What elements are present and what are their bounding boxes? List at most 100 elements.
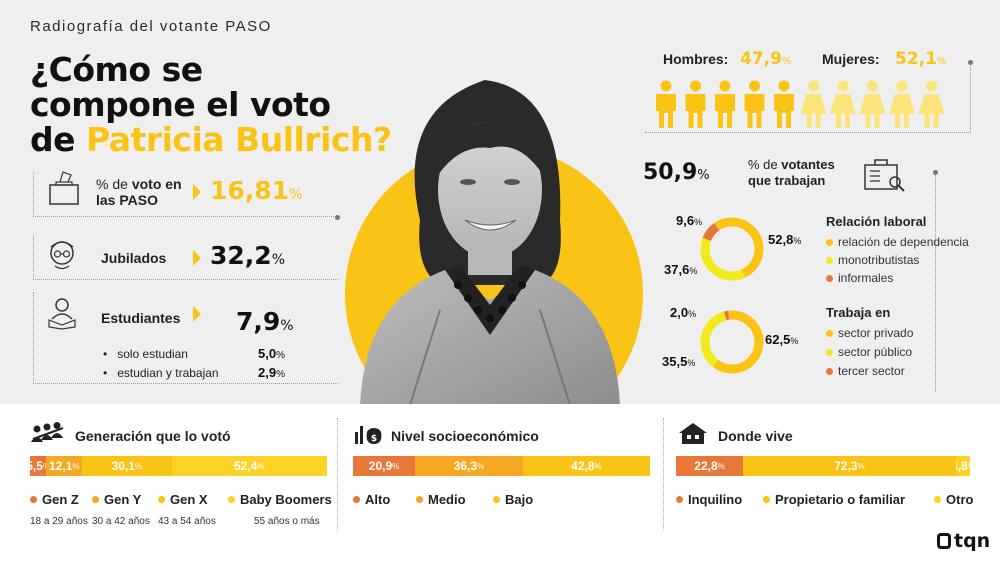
legend-dot	[158, 496, 165, 503]
man-figure-icon	[685, 80, 706, 128]
estudiantes-bracket	[33, 292, 338, 384]
legend-sublabel: 18 a 29 años	[30, 516, 88, 527]
donut1-label-privado: 62,5%	[765, 332, 799, 347]
paso-value: 16,81%	[210, 176, 303, 205]
donut0-label-monotributistas: 37,6%	[664, 262, 698, 277]
title-line-3: de Patricia Bullrich?	[30, 122, 392, 157]
woman-figure-icon	[800, 80, 827, 128]
percent-sign: %	[477, 461, 485, 471]
man-figure-icon	[656, 80, 676, 128]
bar-segment: 20,9%	[353, 456, 416, 476]
sub-solo-estudian-value: 5,0%	[258, 346, 285, 361]
legend-dot	[493, 496, 500, 503]
bar-segment: 5,5%	[30, 456, 47, 476]
candidate-portrait	[360, 80, 620, 405]
divider	[337, 418, 338, 530]
legend-sublabel: 43 a 54 años	[158, 516, 216, 527]
legend-item: Otro	[934, 492, 973, 507]
legend-label: Gen Z	[42, 492, 79, 507]
percent-sign: %	[392, 461, 400, 471]
bar-segment-value: 5,5	[30, 459, 43, 473]
man-figure-icon	[774, 80, 794, 128]
nivel-title: Nivel socioeconómico	[391, 428, 539, 444]
sub-estudian-trabajan-value: 2,9%	[258, 365, 285, 380]
bar-segment: 4,8%	[955, 456, 970, 476]
legend-dot	[826, 367, 833, 375]
legend-dot	[30, 496, 37, 503]
legend-label: Medio	[428, 492, 466, 507]
legend-item: Propietario o familiar	[763, 492, 905, 507]
legend-dot	[826, 348, 833, 356]
legend-privado: sector privado	[826, 326, 913, 340]
donut0-label-dependencia: 52,8%	[768, 232, 802, 247]
legend-label: Baby Boomers	[240, 492, 332, 507]
legend-dot	[826, 274, 833, 282]
legend-dot	[934, 496, 941, 503]
legend-item: Alto	[353, 492, 390, 507]
svg-text:$: $	[371, 434, 377, 444]
divider	[663, 418, 664, 530]
work-label: % de votantes que trabajan	[748, 157, 835, 188]
legend-dot	[826, 329, 833, 337]
legend-publico: sector público	[826, 345, 912, 359]
sub-solo-estudian: • solo estudian	[103, 347, 188, 361]
woman-figure-icon	[918, 80, 945, 128]
bar-segment: 30,1%	[82, 456, 172, 476]
page-title: ¿Cómo se compone el voto de Patricia Bul…	[30, 52, 392, 157]
work-value: 50,9%	[643, 160, 710, 185]
men-label: Hombres:	[663, 51, 729, 67]
woman-figure-icon	[889, 80, 915, 128]
legend-dot	[92, 496, 99, 503]
legend-label: Alto	[365, 492, 391, 507]
gender-pictogram	[656, 80, 945, 128]
gender-bracket	[645, 62, 971, 133]
bar-segment-value: 42,8	[571, 459, 595, 473]
percent-sign: %	[717, 461, 725, 471]
bar-segment-value: 36,3	[453, 459, 478, 473]
jubilados-arrow	[193, 250, 201, 266]
legend-label: Gen X	[170, 492, 208, 507]
group-people-icon	[31, 422, 64, 442]
legend-label: Gen Y	[104, 492, 142, 507]
paso-bracket	[33, 172, 338, 217]
donut-slice	[700, 237, 746, 281]
money-bag-icon: $	[355, 426, 382, 444]
generacion-bar: 5,5%12,1%30,1%52,4%	[30, 456, 327, 476]
legend-monotributistas: monotributistas	[826, 253, 919, 267]
legend-item: Gen X	[158, 492, 208, 507]
legend-dot	[676, 496, 683, 503]
kicker: Radiografía del votante PASO	[30, 18, 272, 35]
percent-sign: %	[43, 462, 46, 471]
bar-segment-value: 52,4	[233, 459, 258, 473]
legend-sublabel: 30 a 42 años	[92, 516, 150, 527]
bar-segment: 22,8%	[676, 456, 744, 476]
woman-figure-icon	[830, 80, 856, 128]
jubilados-label: Jubilados	[101, 250, 167, 266]
bar-segment: 12,1%	[46, 456, 83, 476]
legend-label: Propietario o familiar	[775, 492, 906, 507]
legend-label: Inquilino	[688, 492, 743, 507]
bar-segment-value: 30,1	[111, 459, 135, 473]
logo-mark	[937, 533, 951, 549]
bottom-panel	[0, 404, 1000, 563]
man-figure-icon	[744, 80, 765, 128]
legend-tercer: tercer sector	[826, 364, 905, 378]
donut-slice	[724, 310, 730, 321]
women-label: Mujeres:	[822, 51, 880, 67]
legend-dependencia: relación de dependencia	[826, 235, 969, 249]
bracket-dot	[335, 215, 340, 220]
paso-arrow	[193, 184, 201, 200]
elderly-person-icon	[50, 241, 74, 270]
legend-item: Medio	[416, 492, 466, 507]
donut-slice	[712, 310, 764, 374]
bracket-dot	[933, 170, 938, 175]
donut1-label-publico: 35,5%	[662, 354, 696, 369]
briefcase-icon	[864, 159, 905, 192]
estudiantes-value: 7,9%	[236, 307, 294, 336]
percent-sign: %	[968, 462, 970, 471]
men-value: 47,9%	[740, 49, 792, 69]
jubilados-value: 32,2%	[210, 241, 285, 270]
donut1-label-tercer: 2,0%	[670, 305, 697, 320]
bar-segment: 52,4%	[171, 456, 327, 476]
bar-segment-value: 20,9	[368, 459, 393, 473]
